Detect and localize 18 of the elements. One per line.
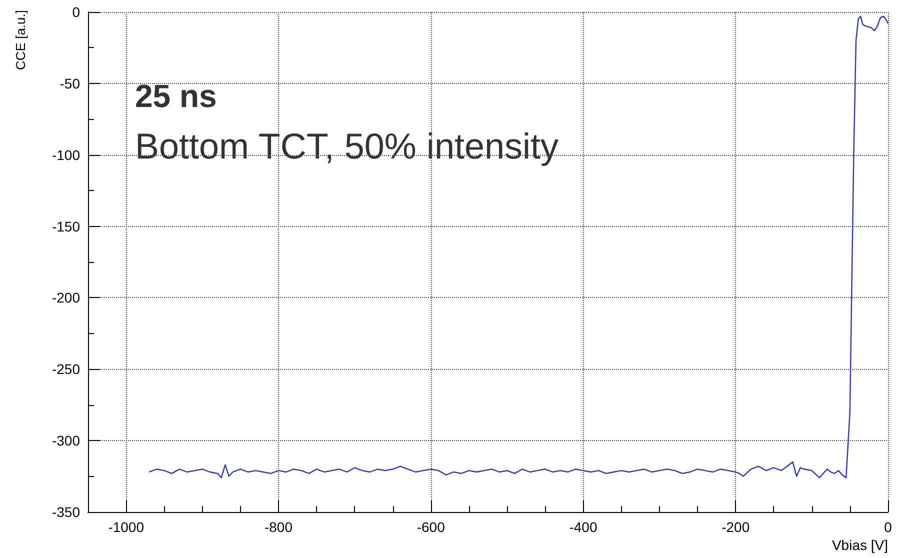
x-tick-label: -600 [416, 519, 446, 535]
x-tick-label: -800 [264, 519, 293, 535]
y-tick-label: 0 [72, 4, 80, 20]
y-tick-label: -300 [52, 432, 80, 449]
annotation: Bottom TCT, 50% intensity [135, 126, 559, 166]
x-tick-label: -200 [722, 519, 750, 535]
y-axis-title: CCE [a.u.] [13, 10, 28, 70]
x-tick-label: -1000 [108, 519, 144, 535]
x-axis-title: Vbias [V] [832, 537, 888, 553]
y-tick-label: -100 [52, 146, 80, 163]
annotation: 25 ns [135, 78, 217, 114]
y-tick-label: -200 [52, 290, 80, 306]
y-tick-label: -250 [52, 361, 80, 378]
y-tick-label: -150 [52, 218, 80, 234]
x-tick-label: -400 [569, 519, 598, 535]
y-tick-label: -350 [52, 504, 80, 520]
x-tick-label: 0 [884, 519, 892, 535]
y-tick-label: -50 [60, 75, 80, 92]
